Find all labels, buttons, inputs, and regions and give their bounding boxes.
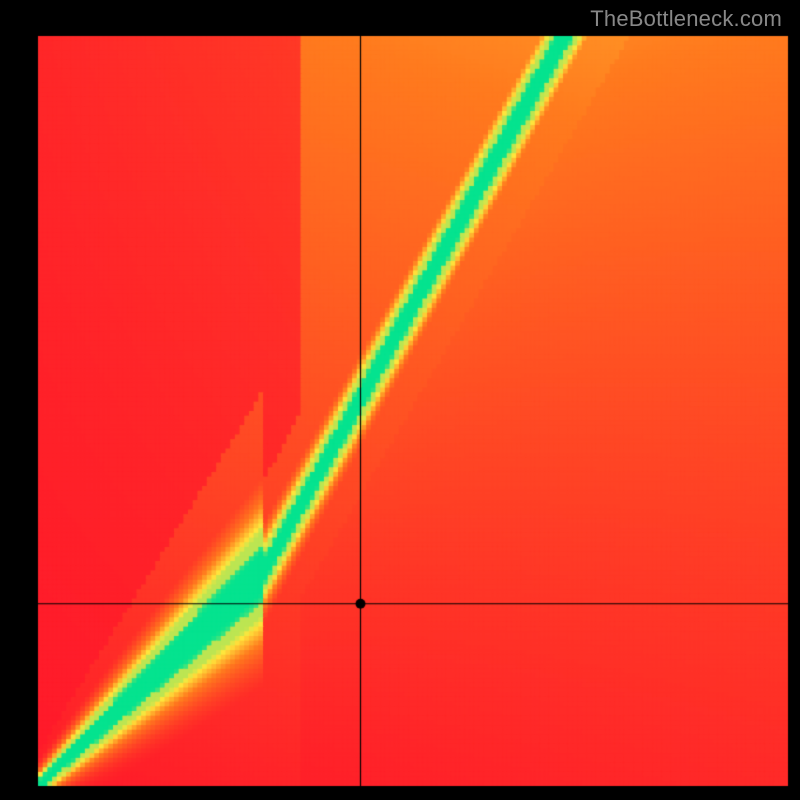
chart-container: TheBottleneck.com (0, 0, 800, 800)
watermark-text: TheBottleneck.com (590, 6, 782, 32)
heatmap-canvas (0, 0, 800, 800)
